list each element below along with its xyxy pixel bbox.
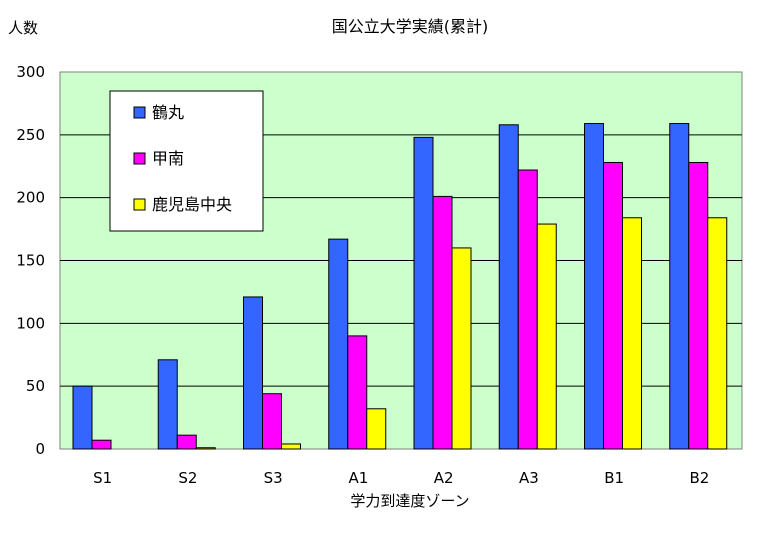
bar-A1-series-2 [347, 335, 368, 450]
bar-A3-series-3 [536, 223, 557, 450]
x-tick-label: A1 [348, 469, 368, 487]
y-tick-label: 150 [16, 252, 45, 270]
bar-A2-series-2 [432, 195, 453, 450]
bar-A2-series-1 [413, 136, 434, 450]
y-tick-label: 0 [35, 440, 45, 458]
legend-label: 鹿児島中央 [152, 195, 232, 214]
bar-A2-series-3 [451, 247, 472, 450]
y-axis-label: 人数 [8, 19, 38, 37]
bar-S2-series-1 [157, 359, 178, 450]
legend-swatch [133, 106, 146, 119]
bar-B1-series-2 [603, 161, 623, 450]
bars [72, 123, 728, 450]
legend-label: 鶴丸 [152, 103, 184, 122]
y-tick-label: 100 [16, 314, 45, 332]
bar-A3-series-2 [517, 169, 538, 450]
x-tick-label: B1 [604, 469, 624, 487]
bar-B2-series-2 [688, 161, 709, 450]
x-tick-label: S2 [178, 469, 197, 487]
chart-title: 国公立大学実績(累計) [332, 17, 489, 36]
bar-A3-series-1 [498, 124, 519, 450]
x-axis-label: 学力到達度ゾーン [350, 492, 469, 510]
x-tick-label: B2 [689, 469, 709, 487]
x-tick-label: A2 [434, 469, 454, 487]
y-tick-label: 50 [26, 377, 45, 395]
bar-B2-series-1 [669, 123, 690, 450]
bar-S1-series-1 [72, 385, 93, 450]
legend-label: 甲南 [152, 149, 184, 168]
bar-S3-series-2 [262, 393, 282, 450]
x-tick-label: S1 [93, 469, 112, 487]
bar-S1-series-2 [91, 439, 112, 450]
y-tick-label: 200 [16, 189, 45, 207]
x-tick-label: S3 [264, 469, 283, 487]
bar-B1-series-1 [584, 123, 604, 450]
legend-swatch [133, 152, 146, 165]
x-tick-label: A3 [519, 469, 539, 487]
y-tick-label: 250 [16, 126, 45, 144]
bar-S3-series-3 [281, 443, 301, 450]
bar-S2-series-2 [176, 434, 197, 450]
x-axis-ticks: S1 S2 S3 A1 A2 A3 B1 B2 [93, 469, 709, 487]
y-axis-ticks: 0 50 100 150 200 250 300 [16, 63, 45, 458]
bar-S2-series-3 [195, 447, 216, 450]
legend-swatch [133, 198, 146, 211]
bar-A1-series-3 [366, 408, 387, 450]
y-tick-label: 300 [16, 63, 45, 81]
bar-A1-series-1 [328, 238, 349, 450]
bar-B2-series-3 [707, 217, 728, 450]
bar-S3-series-1 [243, 296, 263, 450]
bar-B1-series-3 [622, 217, 642, 450]
